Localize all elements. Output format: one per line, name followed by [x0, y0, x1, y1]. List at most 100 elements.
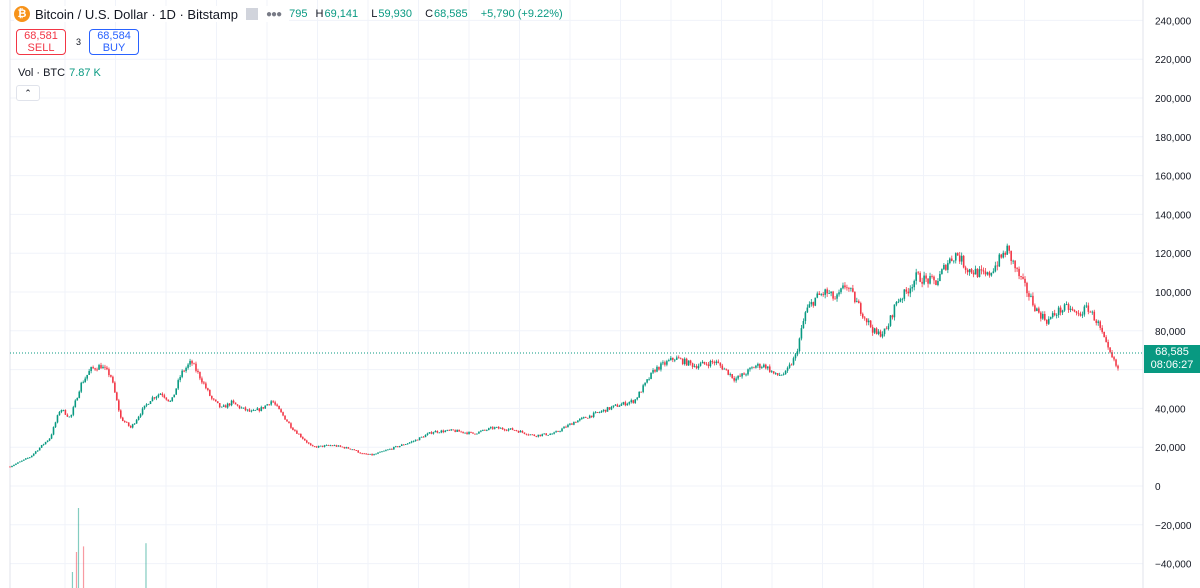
candle-body [307, 442, 310, 444]
candle-body [784, 370, 787, 375]
candle-body [38, 447, 41, 451]
candle-body [389, 448, 391, 450]
candle-body [1069, 308, 1072, 310]
candle-body [652, 370, 654, 373]
candle-body [171, 397, 174, 402]
candle-body [903, 289, 906, 299]
candle-body [555, 431, 557, 433]
candle-body [408, 442, 411, 444]
candle-body [123, 420, 126, 422]
candle-body [305, 440, 308, 443]
more-icon[interactable]: ●●● [266, 8, 282, 20]
candle-body [1042, 313, 1044, 319]
candle-body [790, 364, 793, 366]
candle-body [677, 357, 680, 359]
y-tick-label: 180,000 [1155, 133, 1192, 144]
candle-body [691, 363, 694, 367]
candle-body [337, 445, 340, 447]
candle-body [82, 382, 85, 384]
candle-body [535, 435, 538, 437]
flag-icon[interactable] [246, 8, 258, 20]
candle-body [976, 268, 979, 277]
candle-body [175, 388, 177, 395]
candle-body [246, 409, 249, 411]
candle-body [179, 376, 181, 381]
candle-body [618, 405, 621, 407]
candle-body [169, 401, 172, 402]
candle-body [84, 378, 86, 383]
sell-button[interactable]: 68,581 SELL [16, 29, 66, 55]
candle-body [50, 434, 53, 439]
candle-body [268, 404, 270, 406]
candle-body [905, 289, 908, 292]
candle-body [304, 438, 306, 441]
candle-body [110, 375, 112, 377]
candle-body [292, 427, 294, 430]
candle-body [1045, 319, 1048, 324]
candle-body [197, 370, 199, 373]
candle-body [949, 258, 951, 264]
candle-body [288, 421, 290, 424]
candle-body [155, 396, 158, 399]
collapse-legend-button[interactable]: ⌃ [16, 85, 40, 101]
candle-body [232, 400, 235, 403]
candle-body [648, 378, 650, 380]
y-tick-label: 0 [1155, 482, 1161, 493]
candle-body [80, 382, 83, 392]
candle-body [713, 362, 716, 364]
candle-body [218, 403, 221, 408]
candle-body [834, 298, 836, 300]
candle-body [444, 430, 447, 433]
candle-body [858, 301, 860, 304]
candle-body [207, 388, 209, 391]
candle-body [586, 417, 589, 419]
candle-body [369, 453, 371, 455]
candle-body [424, 435, 427, 438]
candle-body [632, 400, 635, 403]
candle-body [685, 358, 688, 366]
candle-body [846, 287, 848, 289]
candle-body [820, 294, 823, 295]
candle-body [216, 401, 219, 404]
candle-body [990, 272, 993, 276]
candle-body [509, 428, 512, 430]
candle-body [525, 433, 528, 435]
candle-body [964, 267, 967, 271]
candle-body [598, 412, 601, 414]
candle-body [404, 444, 407, 445]
price-axis[interactable]: 240,000 220,000 200,000 180,000 160,000 140,0… [1155, 16, 1192, 570]
candle-body [567, 424, 569, 428]
candle-body [240, 407, 243, 409]
candle-body [30, 455, 33, 458]
candle-body [361, 453, 363, 455]
candle-body [745, 374, 747, 376]
candle-body [828, 293, 830, 294]
candle-body [642, 385, 644, 392]
candle-body [493, 427, 496, 429]
candle-body [592, 412, 595, 417]
candle-body [1047, 318, 1050, 324]
candle-body [430, 432, 433, 434]
candle-body [270, 401, 272, 405]
candle-body [954, 253, 957, 261]
candle-body [729, 374, 731, 375]
candle-body [951, 258, 953, 261]
candle-body [909, 288, 912, 294]
candle-body [108, 369, 110, 376]
candle-body [343, 447, 346, 449]
candle-body [137, 416, 140, 420]
candle-body [798, 338, 801, 352]
candle-body [772, 371, 775, 374]
candle-body [58, 411, 61, 416]
buy-button[interactable]: 68,584 BUY [89, 29, 140, 55]
candle-body [387, 449, 389, 451]
candle-body [256, 408, 259, 411]
symbol-title[interactable]: Bitcoin / U.S. Dollar · 1D · Bitstamp [35, 6, 238, 22]
candle-body [636, 397, 639, 400]
candle-body [984, 271, 987, 275]
last-price-value: 68,585 [1155, 346, 1189, 358]
candle-body [1006, 245, 1008, 255]
candle-body [480, 430, 482, 432]
candle-body [414, 439, 417, 442]
